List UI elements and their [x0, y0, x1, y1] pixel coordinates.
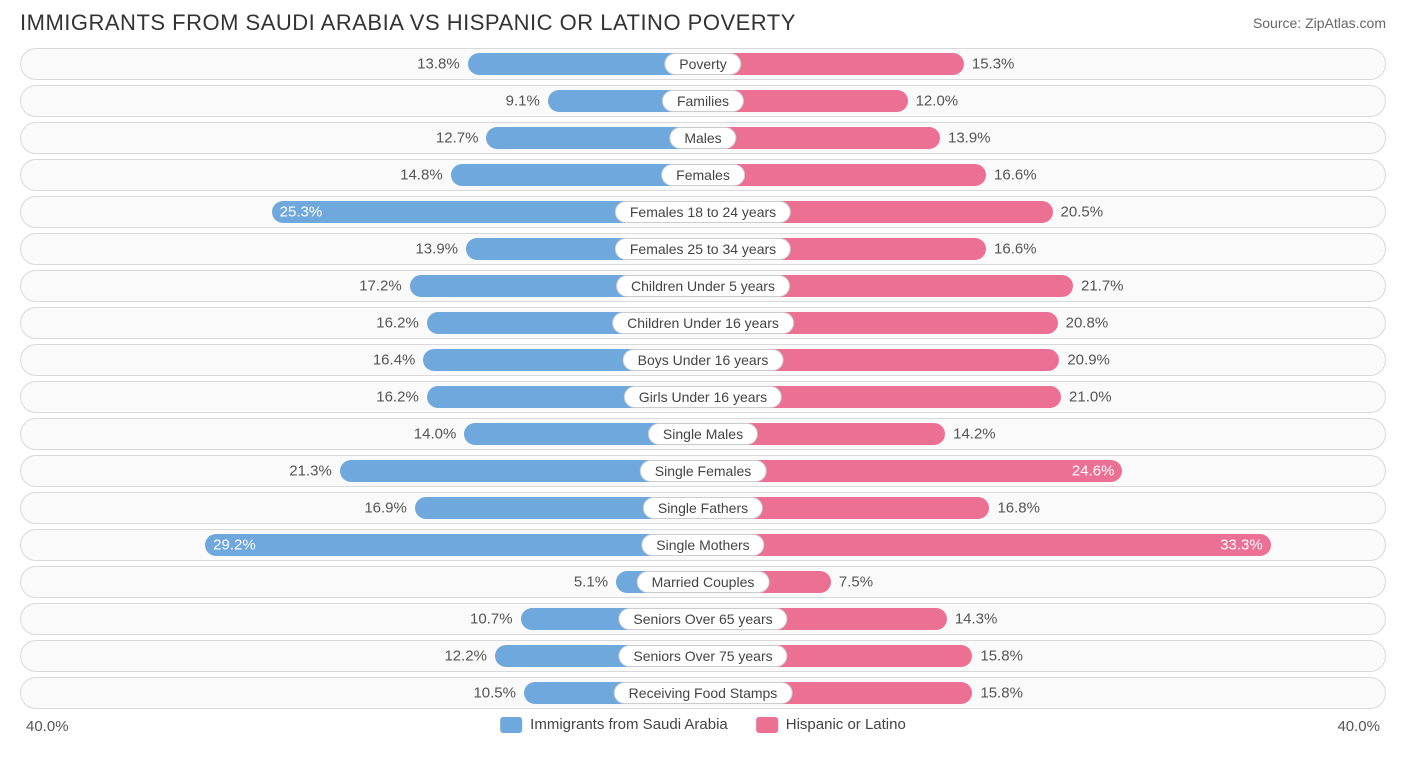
value-right: 16.6% [994, 241, 1037, 258]
category-pill: Males [669, 127, 736, 149]
legend-swatch [500, 717, 522, 733]
value-left: 10.5% [473, 685, 516, 702]
axis-max-left: 40.0% [26, 718, 69, 735]
legend: Immigrants from Saudi Arabia Hispanic or … [500, 716, 906, 733]
chart-area: 13.8%15.3%Poverty9.1%12.0%Families12.7%1… [0, 42, 1406, 709]
value-right: 16.8% [997, 500, 1040, 517]
chart-row: 13.9% 16.6% Females 25 to 34 years [20, 233, 1386, 265]
bar-right [703, 53, 964, 75]
value-left: 12.7% [436, 130, 479, 147]
value-left: 13.8% [417, 56, 460, 73]
value-right: 16.6% [994, 167, 1037, 184]
chart-footer: 40.0% Immigrants from Saudi Arabia Hispan… [0, 714, 1406, 754]
value-right: 33.3% [1220, 537, 1263, 554]
category-pill: Children Under 16 years [612, 312, 794, 334]
value-left: 21.3% [289, 463, 332, 480]
value-right: 21.7% [1081, 278, 1124, 295]
category-pill: Females 18 to 24 years [615, 201, 791, 223]
value-left: 13.9% [415, 241, 458, 258]
category-pill: Poverty [664, 53, 741, 75]
value-left: 9.1% [506, 93, 540, 110]
value-left: 16.9% [364, 500, 407, 517]
chart-row: 14.8% 16.6% Females [20, 159, 1386, 191]
value-right: 7.5% [839, 574, 873, 591]
value-right: 12.0% [916, 93, 959, 110]
category-pill: Single Males [648, 423, 758, 445]
category-pill: Receiving Food Stamps [614, 682, 793, 704]
value-right: 14.3% [955, 611, 998, 628]
value-left: 16.4% [373, 352, 416, 369]
chart-row: 10.5% 15.8% Receiving Food Stamps [20, 677, 1386, 709]
value-right: 14.2% [953, 426, 996, 443]
category-pill: Children Under 5 years [616, 275, 790, 297]
value-left: 25.3% [280, 204, 323, 221]
legend-swatch [756, 717, 778, 733]
category-pill: Females [661, 164, 745, 186]
value-left: 17.2% [359, 278, 402, 295]
chart-row: 12.7% 13.9% Males [20, 122, 1386, 154]
chart-row: 12.2% 15.8% Seniors Over 75 years [20, 640, 1386, 672]
category-pill: Seniors Over 65 years [618, 608, 787, 630]
category-pill: Females 25 to 34 years [615, 238, 791, 260]
legend-label: Immigrants from Saudi Arabia [530, 716, 728, 733]
chart-row: 29.2% 33.3% Single Mothers [20, 529, 1386, 561]
chart-row: 16.2% 21.0% Girls Under 16 years [20, 381, 1386, 413]
value-right: 15.8% [980, 685, 1023, 702]
category-pill: Single Mothers [641, 534, 764, 556]
chart-row: 13.8% 15.3% Poverty [20, 48, 1386, 80]
chart-row: 16.2% 20.8% Children Under 16 years [20, 307, 1386, 339]
bar-right [703, 127, 940, 149]
value-right: 20.8% [1066, 315, 1109, 332]
value-left: 14.8% [400, 167, 443, 184]
chart-source: Source: ZipAtlas.com [1253, 15, 1386, 31]
legend-item: Hispanic or Latino [756, 716, 906, 733]
value-left: 12.2% [444, 648, 487, 665]
chart-row: 25.3% 20.5% Females 18 to 24 years [20, 196, 1386, 228]
value-left: 14.0% [414, 426, 457, 443]
value-right: 13.9% [948, 130, 991, 147]
bar-left [205, 534, 703, 556]
value-right: 15.3% [972, 56, 1015, 73]
category-pill: Seniors Over 75 years [618, 645, 787, 667]
legend-label: Hispanic or Latino [786, 716, 906, 733]
chart-title: IMMIGRANTS FROM SAUDI ARABIA VS HISPANIC… [20, 10, 796, 36]
chart-row: 16.4% 20.9% Boys Under 16 years [20, 344, 1386, 376]
category-pill: Single Females [640, 460, 767, 482]
category-pill: Married Couples [637, 571, 770, 593]
value-right: 24.6% [1072, 463, 1115, 480]
category-pill: Boys Under 16 years [623, 349, 784, 371]
category-pill: Families [662, 90, 744, 112]
value-left: 16.2% [376, 389, 419, 406]
chart-row: 16.9% 16.8% Single Fathers [20, 492, 1386, 524]
value-right: 20.5% [1061, 204, 1104, 221]
category-pill: Single Fathers [643, 497, 763, 519]
chart-row: 10.7% 14.3% Seniors Over 65 years [20, 603, 1386, 635]
chart-row: 5.1% 7.5% Married Couples [20, 566, 1386, 598]
chart-header: IMMIGRANTS FROM SAUDI ARABIA VS HISPANIC… [0, 0, 1406, 42]
value-left: 10.7% [470, 611, 513, 628]
axis-max-right: 40.0% [1337, 718, 1380, 735]
value-right: 15.8% [980, 648, 1023, 665]
legend-item: Immigrants from Saudi Arabia [500, 716, 728, 733]
value-right: 20.9% [1067, 352, 1110, 369]
value-right: 21.0% [1069, 389, 1112, 406]
value-left: 16.2% [376, 315, 419, 332]
chart-row: 17.2% 21.7% Children Under 5 years [20, 270, 1386, 302]
bar-right [703, 534, 1271, 556]
bar-right [703, 164, 986, 186]
chart-row: 21.3% 24.6% Single Females [20, 455, 1386, 487]
value-left: 5.1% [574, 574, 608, 591]
chart-row: 14.0% 14.2% Single Males [20, 418, 1386, 450]
chart-row: 9.1% 12.0% Families [20, 85, 1386, 117]
value-left: 29.2% [213, 537, 256, 554]
category-pill: Girls Under 16 years [624, 386, 782, 408]
